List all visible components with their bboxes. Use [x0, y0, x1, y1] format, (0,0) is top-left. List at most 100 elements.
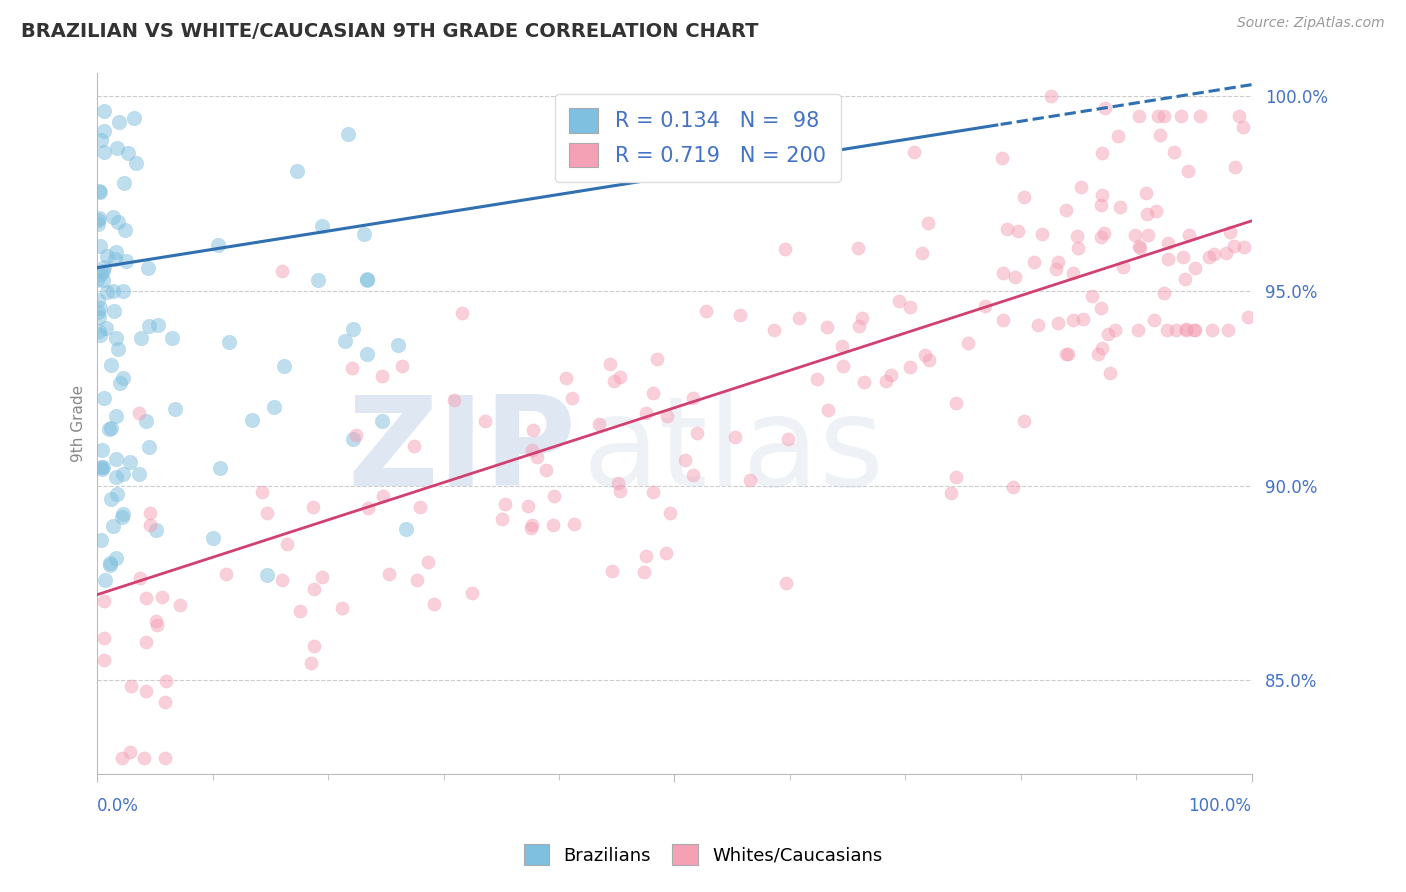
Point: [1073, 312, 1095, 326]
Point: [1184, 261, 1206, 276]
Point: [641, 385, 664, 400]
Point: [91, 273, 114, 287]
Point: [1175, 323, 1198, 337]
Point: [1091, 187, 1114, 202]
Point: [135, 635, 157, 649]
Point: [146, 617, 169, 632]
Point: [1092, 227, 1115, 241]
Point: [1222, 239, 1244, 253]
Point: [1128, 323, 1150, 337]
Point: [86, 213, 108, 227]
Point: [522, 424, 544, 438]
Point: [555, 371, 578, 385]
Point: [534, 463, 557, 477]
Point: [114, 223, 136, 237]
Point: [139, 518, 162, 533]
Point: [1153, 109, 1175, 123]
Point: [87, 304, 110, 318]
Point: [995, 222, 1018, 236]
Point: [806, 372, 828, 386]
Point: [1202, 247, 1225, 261]
Point: [1136, 206, 1159, 220]
Point: [252, 484, 274, 499]
Point: [89, 239, 111, 253]
Point: [1057, 346, 1080, 360]
Point: [1007, 224, 1029, 238]
Point: [395, 522, 418, 536]
Point: [1216, 323, 1239, 337]
Point: [1182, 323, 1205, 337]
Point: [740, 473, 762, 487]
Point: [371, 489, 394, 503]
Point: [93, 653, 115, 667]
Y-axis label: 9th Grade: 9th Grade: [72, 384, 86, 462]
Point: [145, 523, 167, 537]
Point: [633, 565, 655, 579]
Point: [1062, 312, 1084, 326]
Point: [686, 426, 709, 441]
Point: [1177, 164, 1199, 178]
Point: [1054, 347, 1077, 361]
Point: [139, 506, 162, 520]
Point: [1227, 109, 1250, 123]
Text: BRAZILIAN VS WHITE/CAUCASIAN 9TH GRADE CORRELATION CHART: BRAZILIAN VS WHITE/CAUCASIAN 9TH GRADE C…: [21, 22, 759, 41]
Point: [404, 439, 426, 453]
Point: [86, 273, 108, 287]
Point: [603, 374, 626, 388]
Point: [682, 468, 704, 483]
Point: [1170, 109, 1192, 123]
Point: [900, 300, 922, 314]
Point: [100, 421, 122, 435]
Point: [1012, 414, 1035, 428]
Point: [98, 557, 121, 571]
Point: [96, 249, 118, 263]
Point: [162, 331, 184, 345]
Point: [945, 396, 967, 410]
Point: [90, 533, 112, 547]
Point: [776, 432, 799, 446]
Point: [105, 452, 128, 467]
Point: [111, 371, 134, 385]
Point: [138, 440, 160, 454]
Point: [330, 601, 353, 615]
Point: [911, 246, 934, 260]
Point: [1112, 260, 1135, 275]
Point: [115, 254, 138, 268]
Point: [1153, 286, 1175, 301]
Point: [103, 304, 125, 318]
Point: [1080, 289, 1102, 303]
Point: [1135, 186, 1157, 200]
Point: [256, 568, 278, 582]
Point: [974, 299, 997, 313]
Point: [695, 304, 717, 318]
Point: [271, 574, 294, 588]
Point: [655, 409, 678, 423]
Point: [1097, 326, 1119, 341]
Point: [96, 285, 118, 300]
Point: [108, 376, 131, 390]
Point: [1128, 239, 1150, 253]
Point: [122, 111, 145, 125]
Point: [101, 211, 124, 225]
Point: [461, 586, 484, 600]
Point: [215, 567, 238, 582]
Point: [87, 293, 110, 307]
Point: [91, 460, 114, 475]
Point: [1047, 255, 1070, 269]
Point: [903, 145, 925, 160]
Point: [588, 417, 610, 431]
Point: [111, 510, 134, 524]
Point: [491, 512, 513, 526]
Point: [94, 320, 117, 334]
Point: [1047, 316, 1070, 330]
Point: [107, 342, 129, 356]
Point: [273, 359, 295, 374]
Point: [875, 374, 897, 388]
Point: [609, 369, 631, 384]
Point: [146, 318, 169, 332]
Point: [336, 128, 359, 142]
Point: [89, 184, 111, 198]
Point: [357, 500, 380, 515]
Point: [1143, 313, 1166, 327]
Point: [342, 322, 364, 336]
